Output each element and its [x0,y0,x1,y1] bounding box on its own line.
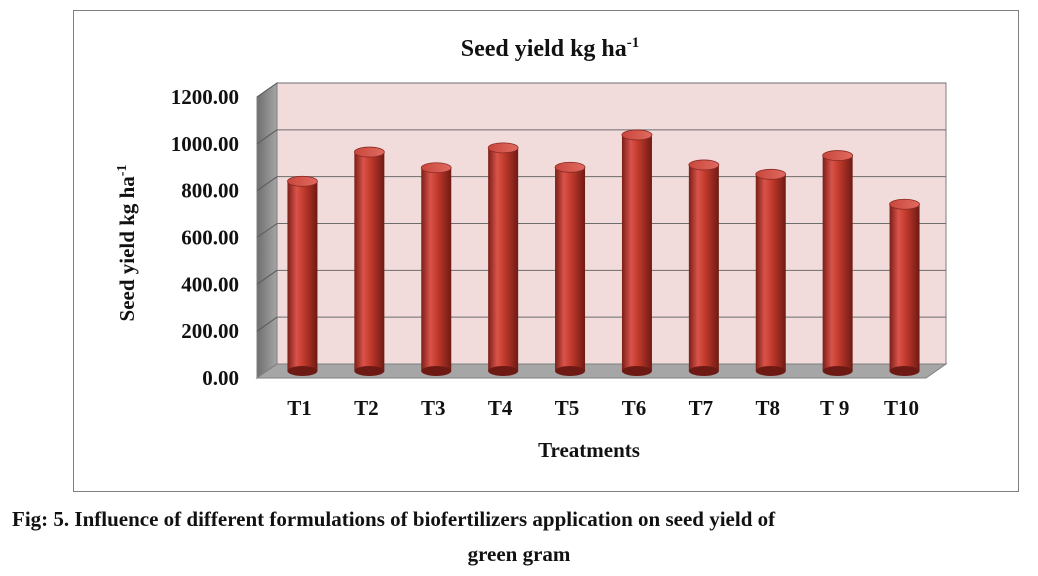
bar-top [420,162,452,174]
bar-body [688,164,719,371]
bar-top [822,150,854,161]
x-tick-label: T3 [421,396,446,420]
bar-body [889,204,920,371]
bar-base [488,366,519,376]
bar [889,198,920,376]
gridline-side [256,129,278,145]
y-tick-label: 400.00 [181,272,239,296]
bar-base [354,366,385,376]
bar-top [487,142,519,154]
bar [487,142,519,376]
y-tick-label: 1000.00 [171,132,239,156]
y-axis-label: Seed yield kg ha-1 [115,165,139,322]
x-tick-label: T 9 [820,396,849,420]
gridline-side [256,223,278,238]
bar-body [555,167,586,371]
gridline-side [256,269,278,285]
bar-top [755,168,787,180]
x-tick-label: T1 [287,396,312,420]
bar-top [621,129,653,141]
x-tick-label: T5 [555,396,580,420]
gridline-side [256,82,278,98]
bar-base [822,366,853,376]
bar-top [287,175,318,187]
bar-chart: 0.00 200.00 400.00 600.00 800.00 1000.00 1200.… [115,35,948,462]
bar-top [889,198,920,210]
bar [755,168,787,376]
figure-caption-line-2: green gram [467,542,571,566]
x-tick-label: T10 [884,396,919,420]
gridline-side [256,176,278,192]
bar-body [354,152,385,371]
bar-top [554,161,586,173]
bar-body [421,167,452,371]
x-tick-label: T7 [689,396,714,420]
chart-frame: 0.00 200.00 400.00 600.00 800.00 1000.00 1200.… [73,10,1019,492]
bar-base [755,366,786,376]
y-tick-label: 200.00 [181,319,239,343]
bar-body [755,174,786,371]
x-tick-label: T8 [755,396,780,420]
x-tick-label: T2 [354,396,379,420]
bar [420,162,452,376]
bar-top [353,146,385,158]
bar [621,129,653,376]
x-axis-label: Treatments [538,438,640,462]
bar-base [688,366,719,376]
x-tick-label: T6 [622,396,647,420]
gridline-side [256,316,278,332]
bar-base [621,366,652,376]
y-tick-label: 600.00 [181,226,239,250]
bar [287,175,318,376]
bar-body [287,181,318,371]
bar [554,161,586,376]
x-tick-label: T4 [488,396,513,420]
bar-base [421,366,452,376]
bar [822,150,854,376]
bar-base [889,366,920,376]
bar [688,159,720,376]
bar-base [555,366,586,376]
y-tick-label: 1200.00 [171,85,239,109]
bar-body [621,134,652,371]
bar-top [688,159,720,171]
y-tick-label: 0.00 [202,366,239,390]
bar-body [822,155,853,371]
bar-body [488,147,519,371]
bar-base [287,366,318,376]
y-tick-label: 800.00 [181,179,239,203]
chart-title: Seed yield kg ha-1 [461,35,640,62]
figure-caption-line-1: Fig: 5. Influence of different formulati… [12,507,776,531]
bar [353,146,385,376]
